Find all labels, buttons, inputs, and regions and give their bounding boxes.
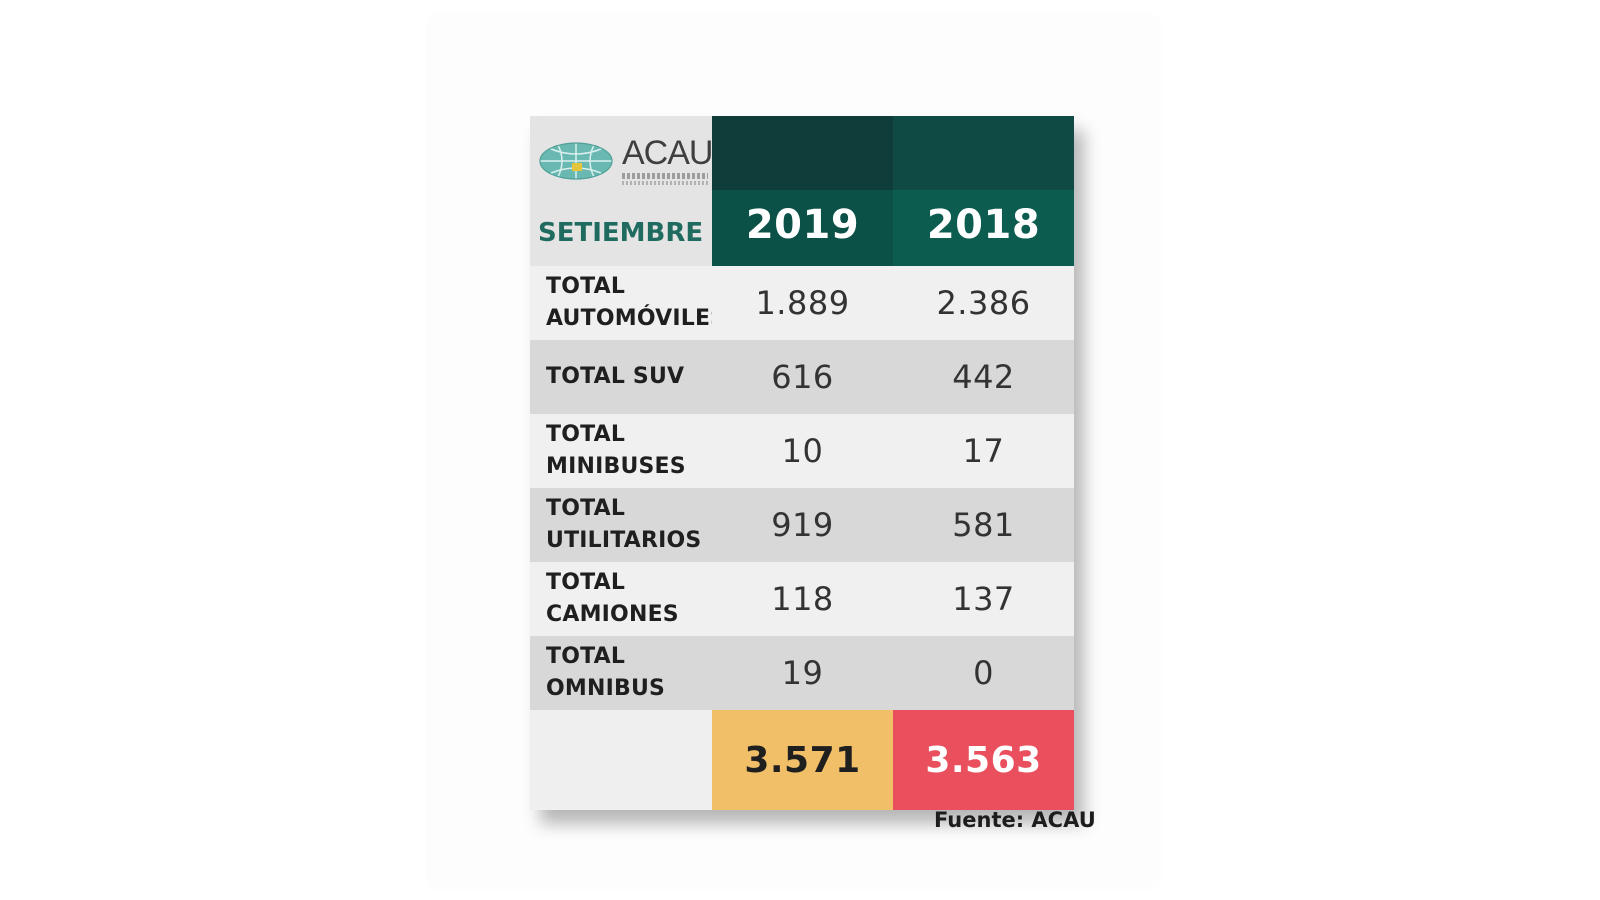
value-automoviles-2019: 1.889 [712, 266, 893, 340]
row-label-suv-line-1: TOTAL SUV [546, 364, 685, 389]
year-header-2019: 2019 [712, 116, 893, 266]
year-label-2019: 2019 [745, 202, 860, 248]
total-label-blank [530, 710, 712, 810]
value-minibuses-2019: 10 [712, 414, 893, 488]
row-label-suv: TOTAL SUV [530, 340, 712, 414]
total-cell-2018: 3.563 [893, 710, 1074, 810]
row-label-automoviles-line-2: AUTOMÓVILES [546, 306, 727, 331]
logo-wrap: ACAU [538, 134, 713, 185]
total-value-2019: 3.571 [744, 739, 861, 781]
value-suv-2018: 442 [893, 340, 1074, 414]
row-label-utilitarios-line-2: UTILITARIOS [546, 528, 702, 553]
year-header-2018: 2018 [893, 116, 1074, 266]
value-suv-2019: 616 [712, 340, 893, 414]
row-label-utilitarios: TOTAL UTILITARIOS [530, 488, 712, 562]
row-label-omnibus: TOTAL OMNIBUS [530, 636, 712, 710]
value-minibuses-2018: 17 [893, 414, 1074, 488]
logo-text: ACAU [622, 134, 713, 185]
row-label-omnibus-line-1: TOTAL [546, 644, 626, 669]
logo-subtitle-line-2 [622, 181, 708, 185]
globe-logo-icon [539, 141, 613, 180]
row-label-minibuses-line-1: TOTAL [546, 422, 626, 447]
row-label-utilitarios-line-1: TOTAL [546, 496, 626, 521]
value-camiones-2019: 118 [712, 562, 893, 636]
value-omnibus-2018: 0 [893, 636, 1074, 710]
row-label-camiones-line-2: CAMIONES [546, 602, 679, 627]
logo-header-cell: ACAU SETIEMBRE [530, 116, 713, 266]
year-label-2018: 2018 [926, 202, 1041, 248]
logo-title: ACAU [622, 134, 713, 172]
row-label-camiones-line-1: TOTAL [546, 570, 626, 595]
row-label-minibuses-line-2: MINIBUSES [546, 454, 686, 479]
total-cell-2019: 3.571 [712, 710, 893, 810]
row-label-omnibus-line-2: OMNIBUS [546, 676, 666, 701]
vehicle-sales-table: ACAU SETIEMBRE 2019 2018 TOTAL AUTOMÓVIL… [530, 116, 1074, 810]
table-grid: ACAU SETIEMBRE 2019 2018 TOTAL AUTOMÓVIL… [530, 116, 1074, 810]
logo-subtitle-line-1 [622, 173, 708, 179]
source-note: Fuente: ACAU [934, 808, 1096, 832]
value-omnibus-2019: 19 [712, 636, 893, 710]
row-label-camiones: TOTAL CAMIONES [530, 562, 712, 636]
row-label-automoviles-line-1: TOTAL [546, 274, 626, 299]
month-title: SETIEMBRE [538, 218, 704, 248]
row-label-automoviles: TOTAL AUTOMÓVILES [530, 266, 726, 340]
value-utilitarios-2018: 581 [893, 488, 1074, 562]
value-utilitarios-2019: 919 [712, 488, 893, 562]
value-camiones-2018: 137 [893, 562, 1074, 636]
row-label-minibuses: TOTAL MINIBUSES [530, 414, 712, 488]
value-automoviles-2018: 2.386 [893, 266, 1074, 340]
total-value-2018: 3.563 [925, 739, 1042, 781]
